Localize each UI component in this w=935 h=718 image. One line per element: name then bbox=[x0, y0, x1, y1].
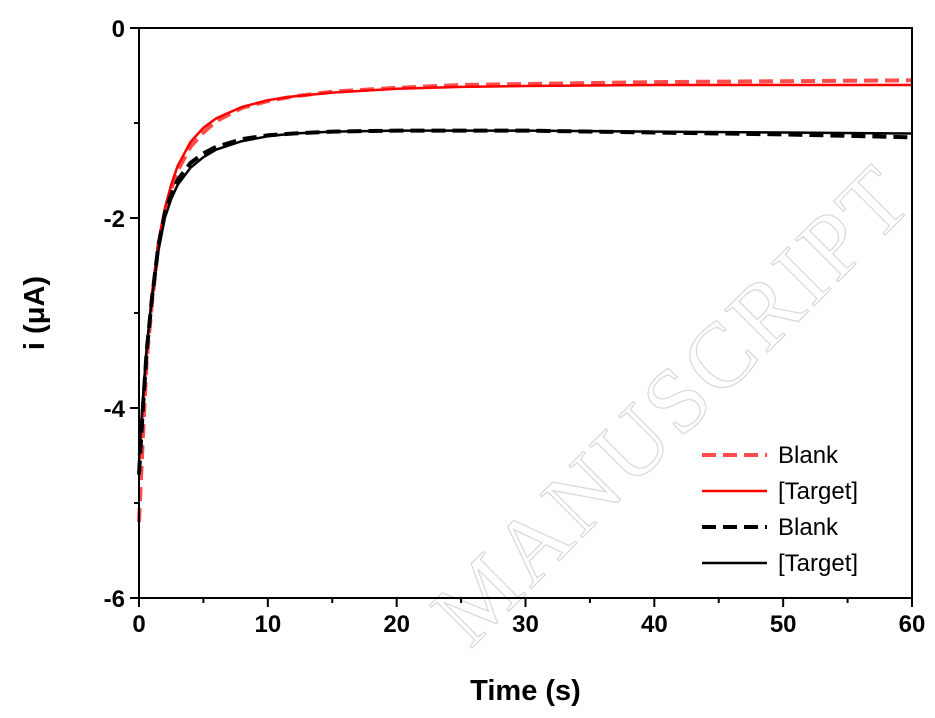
x-tick-label: 20 bbox=[383, 611, 410, 638]
y-tick-label: -6 bbox=[104, 586, 125, 613]
x-tick-label: 10 bbox=[254, 611, 281, 638]
x-tick-label: 0 bbox=[132, 611, 145, 638]
y-tick-label: 0 bbox=[112, 16, 125, 43]
y-tick-label: -4 bbox=[104, 396, 126, 423]
x-tick-label: 60 bbox=[899, 611, 926, 638]
y-tick-label: -2 bbox=[104, 206, 125, 233]
x-tick-label: 30 bbox=[512, 611, 539, 638]
ticks-layer: 0 10 20 30 40 50 60 0 -2 -4 -6 bbox=[104, 16, 926, 638]
x-axis-title: Time (s) bbox=[470, 675, 581, 707]
legend: Blank [Target] Blank [Target] bbox=[702, 442, 858, 577]
legend-label-4: [Target] bbox=[778, 550, 858, 577]
x-tick-label: 50 bbox=[770, 611, 797, 638]
series-line-4 bbox=[137, 129, 913, 456]
legend-label-3: Blank bbox=[778, 514, 839, 541]
x-tick-label: 40 bbox=[641, 611, 668, 638]
series-layer bbox=[137, 78, 913, 523]
watermark-text: MANUSCRIPT bbox=[412, 144, 932, 664]
y-axis-title: i (μA) bbox=[19, 276, 51, 350]
legend-label-2: [Target] bbox=[778, 478, 858, 505]
legend-label-1: Blank bbox=[778, 442, 839, 469]
